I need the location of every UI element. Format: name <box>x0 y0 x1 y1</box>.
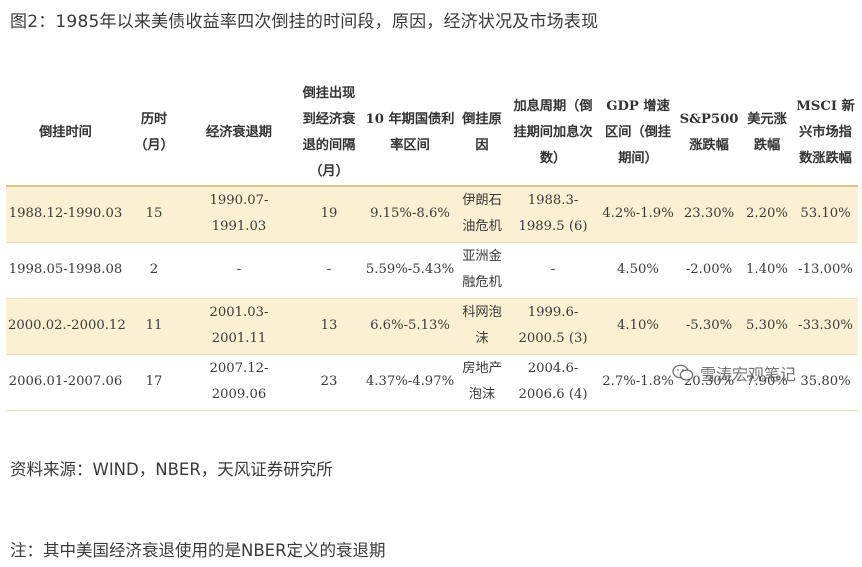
table-cell: - <box>326 262 332 277</box>
table-cell: - <box>550 262 556 277</box>
table-cell: 4.37%-4.97% <box>365 374 455 389</box>
table-header-row: 倒挂时间 历时（月） 经济衰退期 倒挂出现到经济衰退的间隔（月） 10 年期国债… <box>6 81 858 186</box>
table-cell: 1990.07-1991.03 <box>209 193 269 235</box>
header-cell: 加息周期（倒挂期间加息次数） <box>513 99 593 166</box>
table-cell: -33.30% <box>798 318 853 333</box>
table-cell: 7.90% <box>746 374 788 389</box>
table-row: 2000.02.-2000.12 11 2001.03-2001.11 13 6… <box>6 298 858 354</box>
table-cell: 2000.02.-2000.12 <box>8 318 126 333</box>
table-cell: 15 <box>145 206 163 222</box>
table-cell: 19 <box>320 206 338 222</box>
table-cell: 6.6%-5.13% <box>370 318 450 333</box>
table-cell: 1998.05-1998.08 <box>8 262 123 277</box>
table-cell: 2006.01-2007.06 <box>8 374 123 389</box>
table-cell: 4.10% <box>617 318 659 333</box>
table-cell: 5.30% <box>746 318 788 333</box>
header-cell: 10 年期国债利率区间 <box>365 112 455 153</box>
table-row: 1988.12-1990.03 15 1990.07-1991.03 19 9.… <box>6 186 858 242</box>
table-cell: 4.50% <box>617 262 659 277</box>
table-cell: 1988.12-1990.03 <box>8 206 123 222</box>
table-cell: -2.00% <box>685 262 733 277</box>
header-cell: 倒挂出现到经济衰退的间隔（月） <box>302 86 356 179</box>
table-cell: 35.80% <box>800 374 851 389</box>
table-cell: 4.2%-1.9% <box>602 206 674 222</box>
table-cell: 20.30% <box>683 374 735 389</box>
footnote: 注：其中美国经济衰退使用的是NBER定义的衰退期 <box>10 541 386 560</box>
inversion-table: 倒挂时间 历时（月） 经济衰退期 倒挂出现到经济衰退的间隔（月） 10 年期国债… <box>6 81 858 411</box>
table-cell: 2007.12-2009.06 <box>209 361 269 402</box>
table-cell: -13.00% <box>798 262 853 277</box>
table-row: 1998.05-1998.08 2 - - 5.59%-5.43% 亚洲金融危机… <box>6 242 858 298</box>
header-cell: 倒挂原因 <box>462 112 502 153</box>
table-cell: 1.40% <box>746 262 788 277</box>
table-cell: 2.20% <box>746 206 788 222</box>
header-cell: MSCI 新兴市场指数涨跌幅 <box>796 99 855 166</box>
table-cell: 2.7%-1.8% <box>602 374 674 389</box>
watermark-text: 雪涛宏观笔记 <box>700 365 797 384</box>
table-cell: 1999.6-2000.5 (3) <box>518 305 588 346</box>
table-cell: 2 <box>149 262 159 277</box>
table-cell: 23 <box>320 374 338 389</box>
header-cell: 美元涨跌幅 <box>747 112 787 153</box>
header-cell: 倒挂时间 <box>39 125 92 140</box>
table-cell: 11 <box>145 318 163 333</box>
header-cell: 历时（月） <box>134 112 174 153</box>
table-row: 2006.01-2007.06 17 2007.12-2009.06 23 4.… <box>6 354 858 410</box>
table-cell: -5.30% <box>685 318 733 333</box>
header-cell: 经济衰退期 <box>206 125 272 140</box>
table-cell: 亚洲金融危机 <box>462 249 502 290</box>
table-cell: 13 <box>320 318 338 333</box>
table-cell: 伊朗石油危机 <box>462 193 502 235</box>
table-cell: 9.15%-8.6% <box>370 206 450 222</box>
table-cell: 2001.03-2001.11 <box>209 305 269 346</box>
watermark: 雪涛宏观笔记 <box>672 361 796 385</box>
table-cell: 科网泡沫 <box>462 305 502 346</box>
table-cell: 17 <box>145 374 163 389</box>
table-cell: 2004.6-2006.6 (4) <box>518 361 588 402</box>
table-cell: 23.30% <box>683 206 735 222</box>
table-cell: 5.59%-5.43% <box>365 262 455 277</box>
source-note: 资料来源：WIND，NBER，天风证券研究所 <box>10 460 333 479</box>
table-cell: 房地产泡沫 <box>462 361 502 402</box>
figure-title: 图2：1985年以来美债收益率四次倒挂的时间段，原因，经济状况及市场表现 <box>10 12 599 32</box>
table-cell: - <box>236 262 242 277</box>
header-cell: S&P500 涨跌幅 <box>679 112 739 153</box>
wechat-icon <box>672 364 694 381</box>
table-cell: 1988.3-1989.5 (6) <box>518 193 588 235</box>
table-cell: 53.10% <box>800 206 851 222</box>
header-cell: GDP 增速区间（倒挂期间） <box>605 99 671 166</box>
